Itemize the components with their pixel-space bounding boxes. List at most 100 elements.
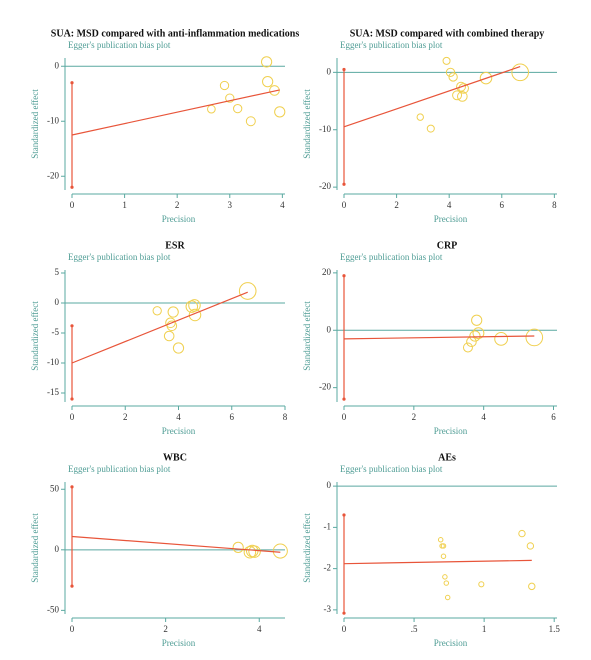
y-tick-label: -50: [47, 604, 59, 614]
y-axis-label: Standardized effect: [30, 301, 40, 371]
study-point: [525, 328, 544, 347]
panel-title: SUA: MSD compared with combined therapy: [350, 28, 545, 39]
study-point: [225, 93, 235, 103]
study-point: [440, 553, 447, 559]
study-point: [528, 582, 536, 591]
ci-end: [70, 584, 74, 588]
y-tick-label: 0: [327, 480, 332, 490]
x-tick-label: 6: [230, 412, 235, 422]
x-tick-label: 4: [257, 624, 262, 634]
study-point: [478, 581, 485, 588]
study-point: [511, 63, 530, 82]
y-tick-label: 0: [327, 324, 332, 334]
study-point: [163, 330, 175, 342]
x-tick-label: 4: [176, 412, 181, 422]
study-point: [440, 543, 447, 549]
panel-title: SUA: MSD compared with anti-inflammation…: [51, 28, 300, 39]
study-point: [245, 116, 256, 127]
y-tick-label: 20: [322, 267, 332, 277]
ci-end: [342, 513, 346, 517]
y-tick-label: 0: [55, 297, 60, 307]
study-point: [207, 104, 216, 114]
panel-subtitle: Egger's publication bias plot: [68, 40, 171, 50]
fit-line: [71, 291, 248, 364]
fit-line: [343, 66, 521, 128]
y-tick-label: -10: [47, 115, 59, 125]
x-tick-label: 3: [228, 200, 233, 210]
x-tick-label: 1.5: [549, 624, 561, 634]
study-point: [416, 113, 424, 121]
x-tick-label: 6: [551, 412, 556, 422]
study-point: [442, 574, 448, 580]
study-point: [437, 537, 444, 543]
y-axis-label: Standardized effect: [30, 89, 40, 159]
study-point: [260, 56, 273, 68]
study-point: [219, 80, 230, 91]
study-point: [262, 76, 274, 88]
y-tick-label: -3: [324, 604, 332, 614]
study-point: [518, 529, 526, 538]
study-point: [457, 91, 468, 102]
panel-title: AEs: [438, 452, 456, 463]
study-point: [526, 542, 535, 550]
study-point: [458, 83, 469, 94]
y-tick-label: 0: [55, 60, 60, 70]
panel-subtitle: Egger's publication bias plot: [68, 464, 171, 474]
ci-end: [70, 485, 74, 489]
panel-title: CRP: [437, 240, 458, 251]
study-point: [233, 103, 243, 114]
x-tick-label: 0: [342, 624, 347, 634]
y-axis-label: Standardized effect: [302, 89, 312, 159]
panel-title: WBC: [163, 452, 187, 463]
study-point: [272, 543, 288, 559]
x-axis-label: Precision: [434, 426, 468, 436]
y-tick-label: -20: [47, 170, 59, 180]
y-tick-label: 50: [50, 483, 60, 493]
y-tick-label: -10: [319, 124, 331, 134]
ci-end: [342, 397, 346, 401]
x-tick-label: 2: [394, 200, 399, 210]
study-point: [426, 124, 435, 133]
x-tick-label: 8: [552, 200, 557, 210]
ci-end: [342, 274, 346, 278]
panel-subtitle: Egger's publication bias plot: [340, 464, 443, 474]
study-point: [448, 72, 458, 82]
x-axis-label: Precision: [434, 638, 468, 648]
study-point: [445, 67, 456, 78]
y-tick-label: -5: [52, 327, 60, 337]
study-point: [479, 71, 493, 85]
study-point: [166, 320, 178, 332]
x-axis-label: Precision: [434, 214, 468, 224]
x-tick-label: 0: [342, 200, 347, 210]
x-tick-label: 1: [122, 200, 127, 210]
x-tick-label: 2: [412, 412, 417, 422]
study-point: [456, 81, 466, 92]
x-tick-label: .5: [411, 624, 418, 634]
fit-line: [71, 89, 280, 136]
study-point: [188, 308, 202, 322]
panel-subtitle: Egger's publication bias plot: [68, 252, 171, 262]
x-axis-label: Precision: [162, 214, 196, 224]
study-point: [452, 90, 463, 101]
x-tick-label: 1: [482, 624, 487, 634]
study-point: [494, 331, 509, 346]
study-point: [462, 342, 473, 353]
x-tick-label: 0: [70, 200, 75, 210]
x-axis-label: Precision: [162, 426, 196, 436]
y-axis-label: Standardized effect: [302, 513, 312, 583]
x-tick-label: 4: [280, 200, 285, 210]
y-tick-label: 0: [327, 66, 332, 76]
study-point: [442, 56, 451, 65]
study-point: [172, 342, 185, 354]
study-point: [471, 314, 483, 326]
x-axis-label: Precision: [162, 638, 196, 648]
study-point: [152, 306, 162, 316]
x-tick-label: 2: [123, 412, 128, 422]
y-tick-label: 0: [55, 544, 60, 554]
x-tick-label: 0: [342, 412, 347, 422]
y-tick-label: -15: [47, 387, 59, 397]
ci-end: [70, 81, 74, 85]
study-point: [243, 545, 257, 559]
x-tick-label: 0: [70, 624, 75, 634]
